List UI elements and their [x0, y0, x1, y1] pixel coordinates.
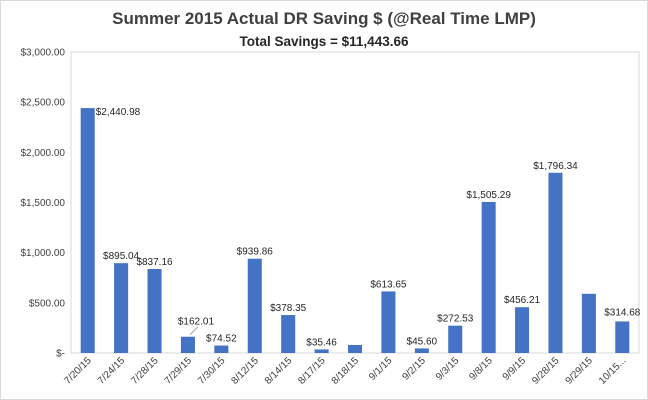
x-tick-label: 8/17/15	[296, 355, 328, 387]
x-tick-label: 9/9/15	[501, 355, 529, 383]
x-tick-label: 7/29/15	[163, 355, 195, 387]
data-label: $45.60	[407, 336, 438, 347]
bar	[114, 263, 129, 353]
data-label: $456.21	[504, 295, 541, 306]
data-label-leader-line	[189, 326, 199, 336]
y-tick-label: $500.00	[29, 298, 66, 309]
data-label: $1,505.29	[466, 190, 511, 201]
x-tick-label: 9/29/15	[564, 355, 596, 387]
bar	[414, 348, 429, 353]
x-tick-label: 7/20/15	[62, 355, 94, 387]
data-label: $74.52	[206, 334, 237, 345]
bar	[548, 172, 563, 353]
y-tick-label: $1,500.00	[21, 198, 66, 209]
data-label: $162.01	[178, 317, 215, 328]
x-tick-label: 10/15...	[597, 355, 628, 386]
x-tick-label: 7/28/15	[129, 355, 161, 387]
x-tick-label: 9/28/15	[530, 355, 562, 387]
bar	[615, 321, 630, 353]
bar	[214, 345, 229, 353]
bar	[381, 291, 396, 353]
bar	[481, 201, 496, 353]
x-tick-label: 8/12/15	[230, 355, 262, 387]
x-tick-label: 9/1/15	[367, 355, 395, 383]
x-tick-label: 9/2/15	[401, 355, 429, 383]
y-tick-label: $2,000.00	[21, 148, 66, 159]
x-tick-label: 9/3/15	[434, 355, 462, 383]
chart-title: Summer 2015 Actual DR Saving $ (@Real Ti…	[112, 9, 536, 28]
data-label: $378.35	[270, 303, 307, 314]
x-tick-label: 7/24/15	[96, 355, 128, 387]
x-tick-label: 9/8/15	[467, 355, 495, 383]
data-label: $1,796.34	[533, 161, 578, 172]
data-label: $2,440.98	[96, 107, 141, 118]
bar	[281, 315, 296, 353]
bar	[180, 336, 195, 353]
bar	[515, 307, 530, 353]
bar	[448, 325, 463, 353]
data-label: $35.46	[306, 337, 337, 348]
data-label: $314.68	[604, 307, 641, 318]
data-label: $895.04	[103, 251, 140, 262]
data-label: $837.16	[136, 257, 173, 268]
bar	[314, 349, 329, 353]
bar	[347, 344, 363, 353]
bar	[247, 258, 262, 353]
chart-subtitle: Total Savings = $11,443.66	[239, 34, 409, 49]
x-tick-label: 7/30/15	[196, 355, 228, 387]
bar	[581, 293, 596, 353]
y-tick-label: $1,000.00	[21, 248, 66, 259]
bar	[80, 108, 95, 353]
data-label: $613.65	[370, 279, 407, 290]
x-tick-label: 8/18/15	[330, 355, 362, 387]
x-tick-label: 8/14/15	[263, 355, 295, 387]
y-tick-label: $-	[56, 349, 65, 360]
data-label: $272.53	[437, 314, 474, 325]
y-tick-label: $2,500.00	[21, 98, 66, 109]
y-tick-label: $3,000.00	[21, 48, 66, 59]
bar	[147, 269, 162, 353]
data-label: $939.86	[237, 247, 274, 258]
